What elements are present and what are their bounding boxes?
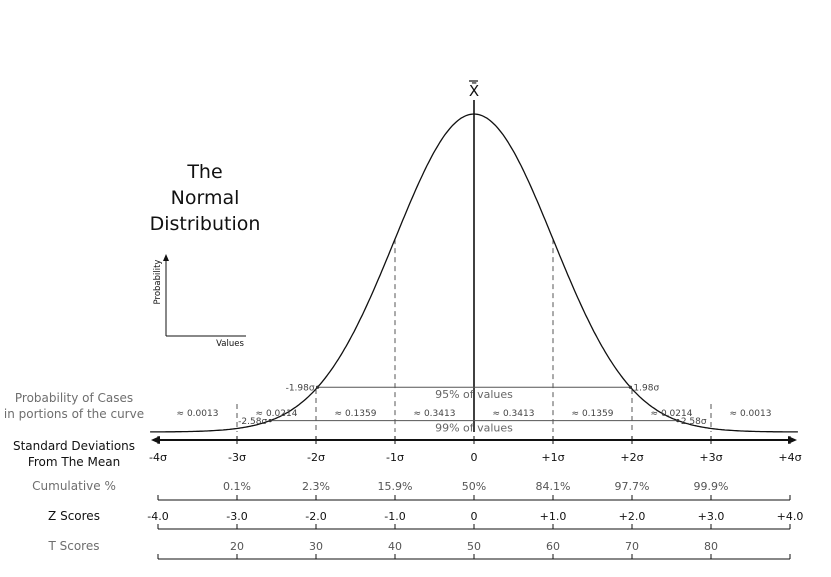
t-tick-label: 40 bbox=[388, 540, 402, 553]
t-tick-label: 50 bbox=[467, 540, 481, 553]
cumulative-tick-label: 84.1% bbox=[536, 480, 571, 493]
z-row-label: Z Scores bbox=[48, 509, 100, 523]
probability-value: ≈ 0.0214 bbox=[651, 409, 693, 419]
title-line-2: Normal bbox=[170, 187, 240, 209]
interval-left-label: -1.98σ bbox=[286, 384, 315, 394]
probability-value: ≈ 0.0013 bbox=[730, 409, 772, 419]
z-tick-label: -3.0 bbox=[226, 510, 247, 523]
t-row-label: T Scores bbox=[48, 539, 100, 553]
sd-row-label-line-1: Standard Deviations bbox=[12, 439, 136, 453]
cumulative-tick-label: 97.7% bbox=[615, 480, 650, 493]
t-tick-label: 20 bbox=[230, 540, 244, 553]
sd-row-label-line-2: From The Mean bbox=[27, 455, 121, 469]
sd-tick-label: -2σ bbox=[307, 451, 325, 464]
probability-row-label: Probability of Cases in portions of the … bbox=[0, 390, 148, 422]
interval-label: 95% of values bbox=[435, 388, 513, 401]
sd-axis-arrow-left bbox=[151, 436, 160, 444]
probability-value: ≈ 0.3413 bbox=[493, 409, 535, 419]
cumulative-tick-label: 15.9% bbox=[378, 480, 413, 493]
sd-tick-label: +4σ bbox=[778, 451, 801, 464]
interval-left-label: -2.58σ bbox=[238, 417, 267, 427]
inset-axes: Probability Values bbox=[153, 254, 246, 349]
mean-line: X̄ bbox=[469, 80, 479, 432]
sd-tick-label: -1σ bbox=[386, 451, 404, 464]
z-tick-label: -2.0 bbox=[305, 510, 326, 523]
cumulative-tick-label: 50% bbox=[462, 480, 486, 493]
cumulative-tick-label: 0.1% bbox=[223, 480, 251, 493]
z-tick-label: +4.0 bbox=[777, 510, 804, 523]
cumulative-row-label: Cumulative % bbox=[32, 479, 116, 493]
interval-right-label: 1.98σ bbox=[633, 384, 659, 394]
z-tick-label: -1.0 bbox=[384, 510, 405, 523]
scale-axes: -4σ -3σ -2σ -1σ 0 +1σ +2σ +3σ +4σ 0.1% 2.3% 15.9% 50… bbox=[147, 436, 804, 560]
z-tick-label: +3.0 bbox=[698, 510, 725, 523]
interval-marker bbox=[676, 418, 680, 423]
sd-axis-arrow-right bbox=[788, 436, 797, 444]
probability-row-label-line-1: Probability of Cases bbox=[14, 391, 134, 405]
inset-y-label: Probability bbox=[153, 260, 163, 305]
t-tick-label: 30 bbox=[309, 540, 323, 553]
probability-value: ≈ 0.1359 bbox=[572, 409, 614, 419]
z-tick-label: 0 bbox=[471, 510, 478, 523]
sd-dashed-lines bbox=[236, 239, 712, 432]
probability-value: ≈ 0.3413 bbox=[414, 409, 456, 419]
confidence-intervals: -1.98σ 1.98σ 95% of values -2.58σ 2.58σ 99% o… bbox=[238, 384, 707, 435]
z-tick-label: +1.0 bbox=[540, 510, 567, 523]
interval-label: 99% of values bbox=[435, 422, 513, 435]
probability-value: ≈ 0.0214 bbox=[256, 409, 298, 419]
interval-marker bbox=[628, 385, 633, 389]
t-tick-label: 70 bbox=[625, 540, 639, 553]
title-line-1: The bbox=[187, 161, 223, 183]
probability-value: ≈ 0.1359 bbox=[335, 409, 377, 419]
t-tick-label: 60 bbox=[546, 540, 560, 553]
interval-right-label: 2.58σ bbox=[681, 417, 707, 427]
interval-marker bbox=[315, 385, 320, 389]
z-tick-label: -4.0 bbox=[147, 510, 168, 523]
cumulative-tick-label: 99.9% bbox=[694, 480, 729, 493]
probability-values: ≈ 0.0013 ≈ 0.0214 ≈ 0.1359 ≈ 0.3413 ≈ 0.3413… bbox=[177, 409, 772, 419]
inset-x-label: Values bbox=[216, 339, 244, 349]
sd-tick-label: +3σ bbox=[699, 451, 722, 464]
probability-value: ≈ 0.0013 bbox=[177, 409, 219, 419]
title-line-3: Distribution bbox=[149, 213, 261, 235]
z-tick-label: +2.0 bbox=[619, 510, 646, 523]
sd-row-label: Standard Deviations From The Mean bbox=[0, 438, 148, 470]
sd-tick-label: -4σ bbox=[149, 451, 167, 464]
interval-marker bbox=[268, 418, 272, 423]
probability-row-label-line-2: in portions of the curve bbox=[3, 407, 145, 421]
sd-tick-label: 0 bbox=[471, 451, 478, 464]
sd-tick-label: +1σ bbox=[541, 451, 564, 464]
sd-tick-label: +2σ bbox=[620, 451, 643, 464]
cumulative-tick-label: 2.3% bbox=[302, 480, 330, 493]
sd-tick-label: -3σ bbox=[228, 451, 246, 464]
diagram-title: The Normal Distribution bbox=[145, 159, 265, 237]
mean-symbol: X̄ bbox=[469, 81, 479, 100]
t-tick-label: 80 bbox=[704, 540, 718, 553]
